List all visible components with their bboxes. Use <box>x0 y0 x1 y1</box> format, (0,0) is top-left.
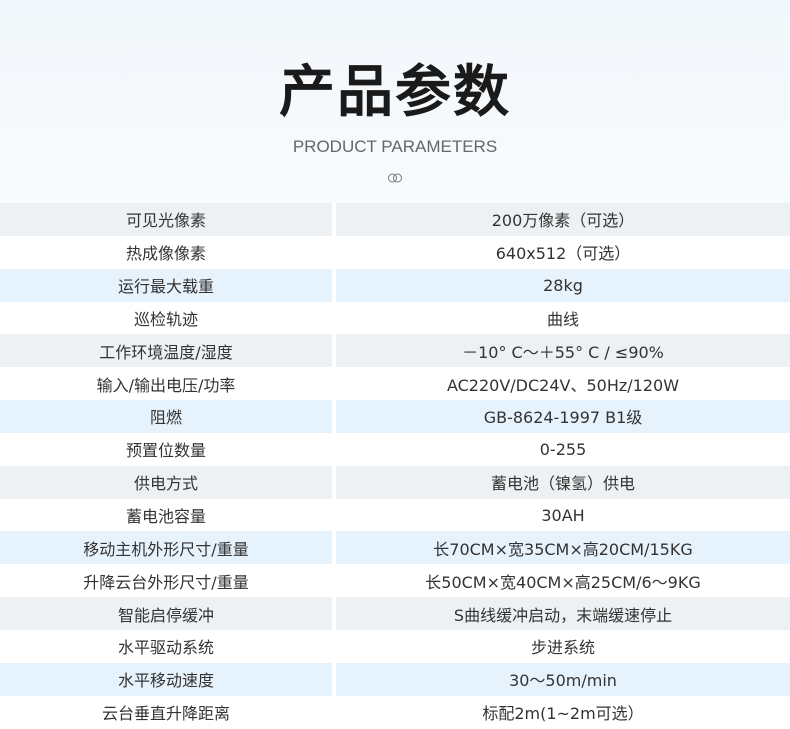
param-label: 阻燃 <box>0 400 332 433</box>
table-row: 工作环境温度/湿度 －10° C～＋55° C / ≤90% <box>0 334 790 368</box>
table-row: 水平移动速度 30～50m/min <box>0 662 790 696</box>
table-row: 预置位数量 0-255 <box>0 432 790 466</box>
param-value: GB-8624-1997 B1级 <box>336 400 790 433</box>
param-value: 28kg <box>336 268 790 302</box>
table-row: 智能启停缓冲 S曲线缓冲启动，末端缓速停止 <box>0 597 790 630</box>
page-header: 产品参数 PRODUCT PARAMETERS <box>0 0 790 203</box>
table-row: 可见光像素 200万像素（可选） <box>0 203 790 236</box>
param-label: 热成像像素 <box>0 235 332 269</box>
param-value: －10° C～＋55° C / ≤90% <box>336 334 790 368</box>
param-label: 供电方式 <box>0 465 332 499</box>
param-value: 标配2m(1~2m可选） <box>336 695 790 729</box>
param-value: 0-255 <box>336 432 790 466</box>
table-row: 输入/输出电压/功率 AC220V/DC24V、50Hz/120W <box>0 367 790 401</box>
table-row: 升降云台外形尺寸/重量 长50CM×宽40CM×高25CM/6～9KG <box>0 564 790 598</box>
parameter-table: 可见光像素 200万像素（可选） 热成像像素 640x512（可选） 运行最大载重 28k… <box>0 203 790 729</box>
param-label: 移动主机外形尺寸/重量 <box>0 531 332 565</box>
page-subtitle: PRODUCT PARAMETERS <box>292 137 498 156</box>
table-row: 云台垂直升降距离 标配2m(1~2m可选） <box>0 695 790 729</box>
table-row: 热成像像素 640x512（可选） <box>0 235 790 269</box>
param-label: 蓄电池容量 <box>0 498 332 532</box>
table-row: 阻燃 GB-8624-1997 B1级 <box>0 400 790 433</box>
param-value: AC220V/DC24V、50Hz/120W <box>336 367 790 401</box>
param-label: 工作环境温度/湿度 <box>0 334 332 368</box>
param-label: 运行最大载重 <box>0 268 332 302</box>
param-value: 30～50m/min <box>336 662 790 696</box>
param-value: 长70CM×宽35CM×高20CM/15KG <box>336 531 790 565</box>
param-label: 巡检轨迹 <box>0 301 332 335</box>
param-label: 智能启停缓冲 <box>0 597 332 630</box>
page-title: 产品参数 <box>279 60 511 125</box>
table-row: 巡检轨迹 曲线 <box>0 301 790 335</box>
param-value: 蓄电池（镍氢）供电 <box>336 465 790 499</box>
param-value: 640x512（可选） <box>336 235 790 269</box>
param-value: S曲线缓冲启动，末端缓速停止 <box>336 597 790 630</box>
param-label: 输入/输出电压/功率 <box>0 367 332 401</box>
table-row: 蓄电池容量 30AH <box>0 498 790 532</box>
param-value: 步进系统 <box>336 629 790 663</box>
param-label: 云台垂直升降距离 <box>0 695 332 729</box>
table-row: 供电方式 蓄电池（镍氢）供电 <box>0 465 790 499</box>
table-row: 移动主机外形尺寸/重量 长70CM×宽35CM×高20CM/15KG <box>0 531 790 565</box>
param-value: 曲线 <box>336 301 790 335</box>
param-label: 升降云台外形尺寸/重量 <box>0 564 332 598</box>
table-row: 水平驱动系统 步进系统 <box>0 629 790 663</box>
param-value: 30AH <box>336 498 790 532</box>
interlocking-rings-icon <box>388 173 402 183</box>
table-row: 运行最大载重 28kg <box>0 268 790 302</box>
param-label: 水平驱动系统 <box>0 629 332 663</box>
param-label: 预置位数量 <box>0 432 332 466</box>
param-value: 长50CM×宽40CM×高25CM/6～9KG <box>336 564 790 598</box>
param-label: 可见光像素 <box>0 203 332 236</box>
param-label: 水平移动速度 <box>0 662 332 696</box>
param-value: 200万像素（可选） <box>336 203 790 236</box>
